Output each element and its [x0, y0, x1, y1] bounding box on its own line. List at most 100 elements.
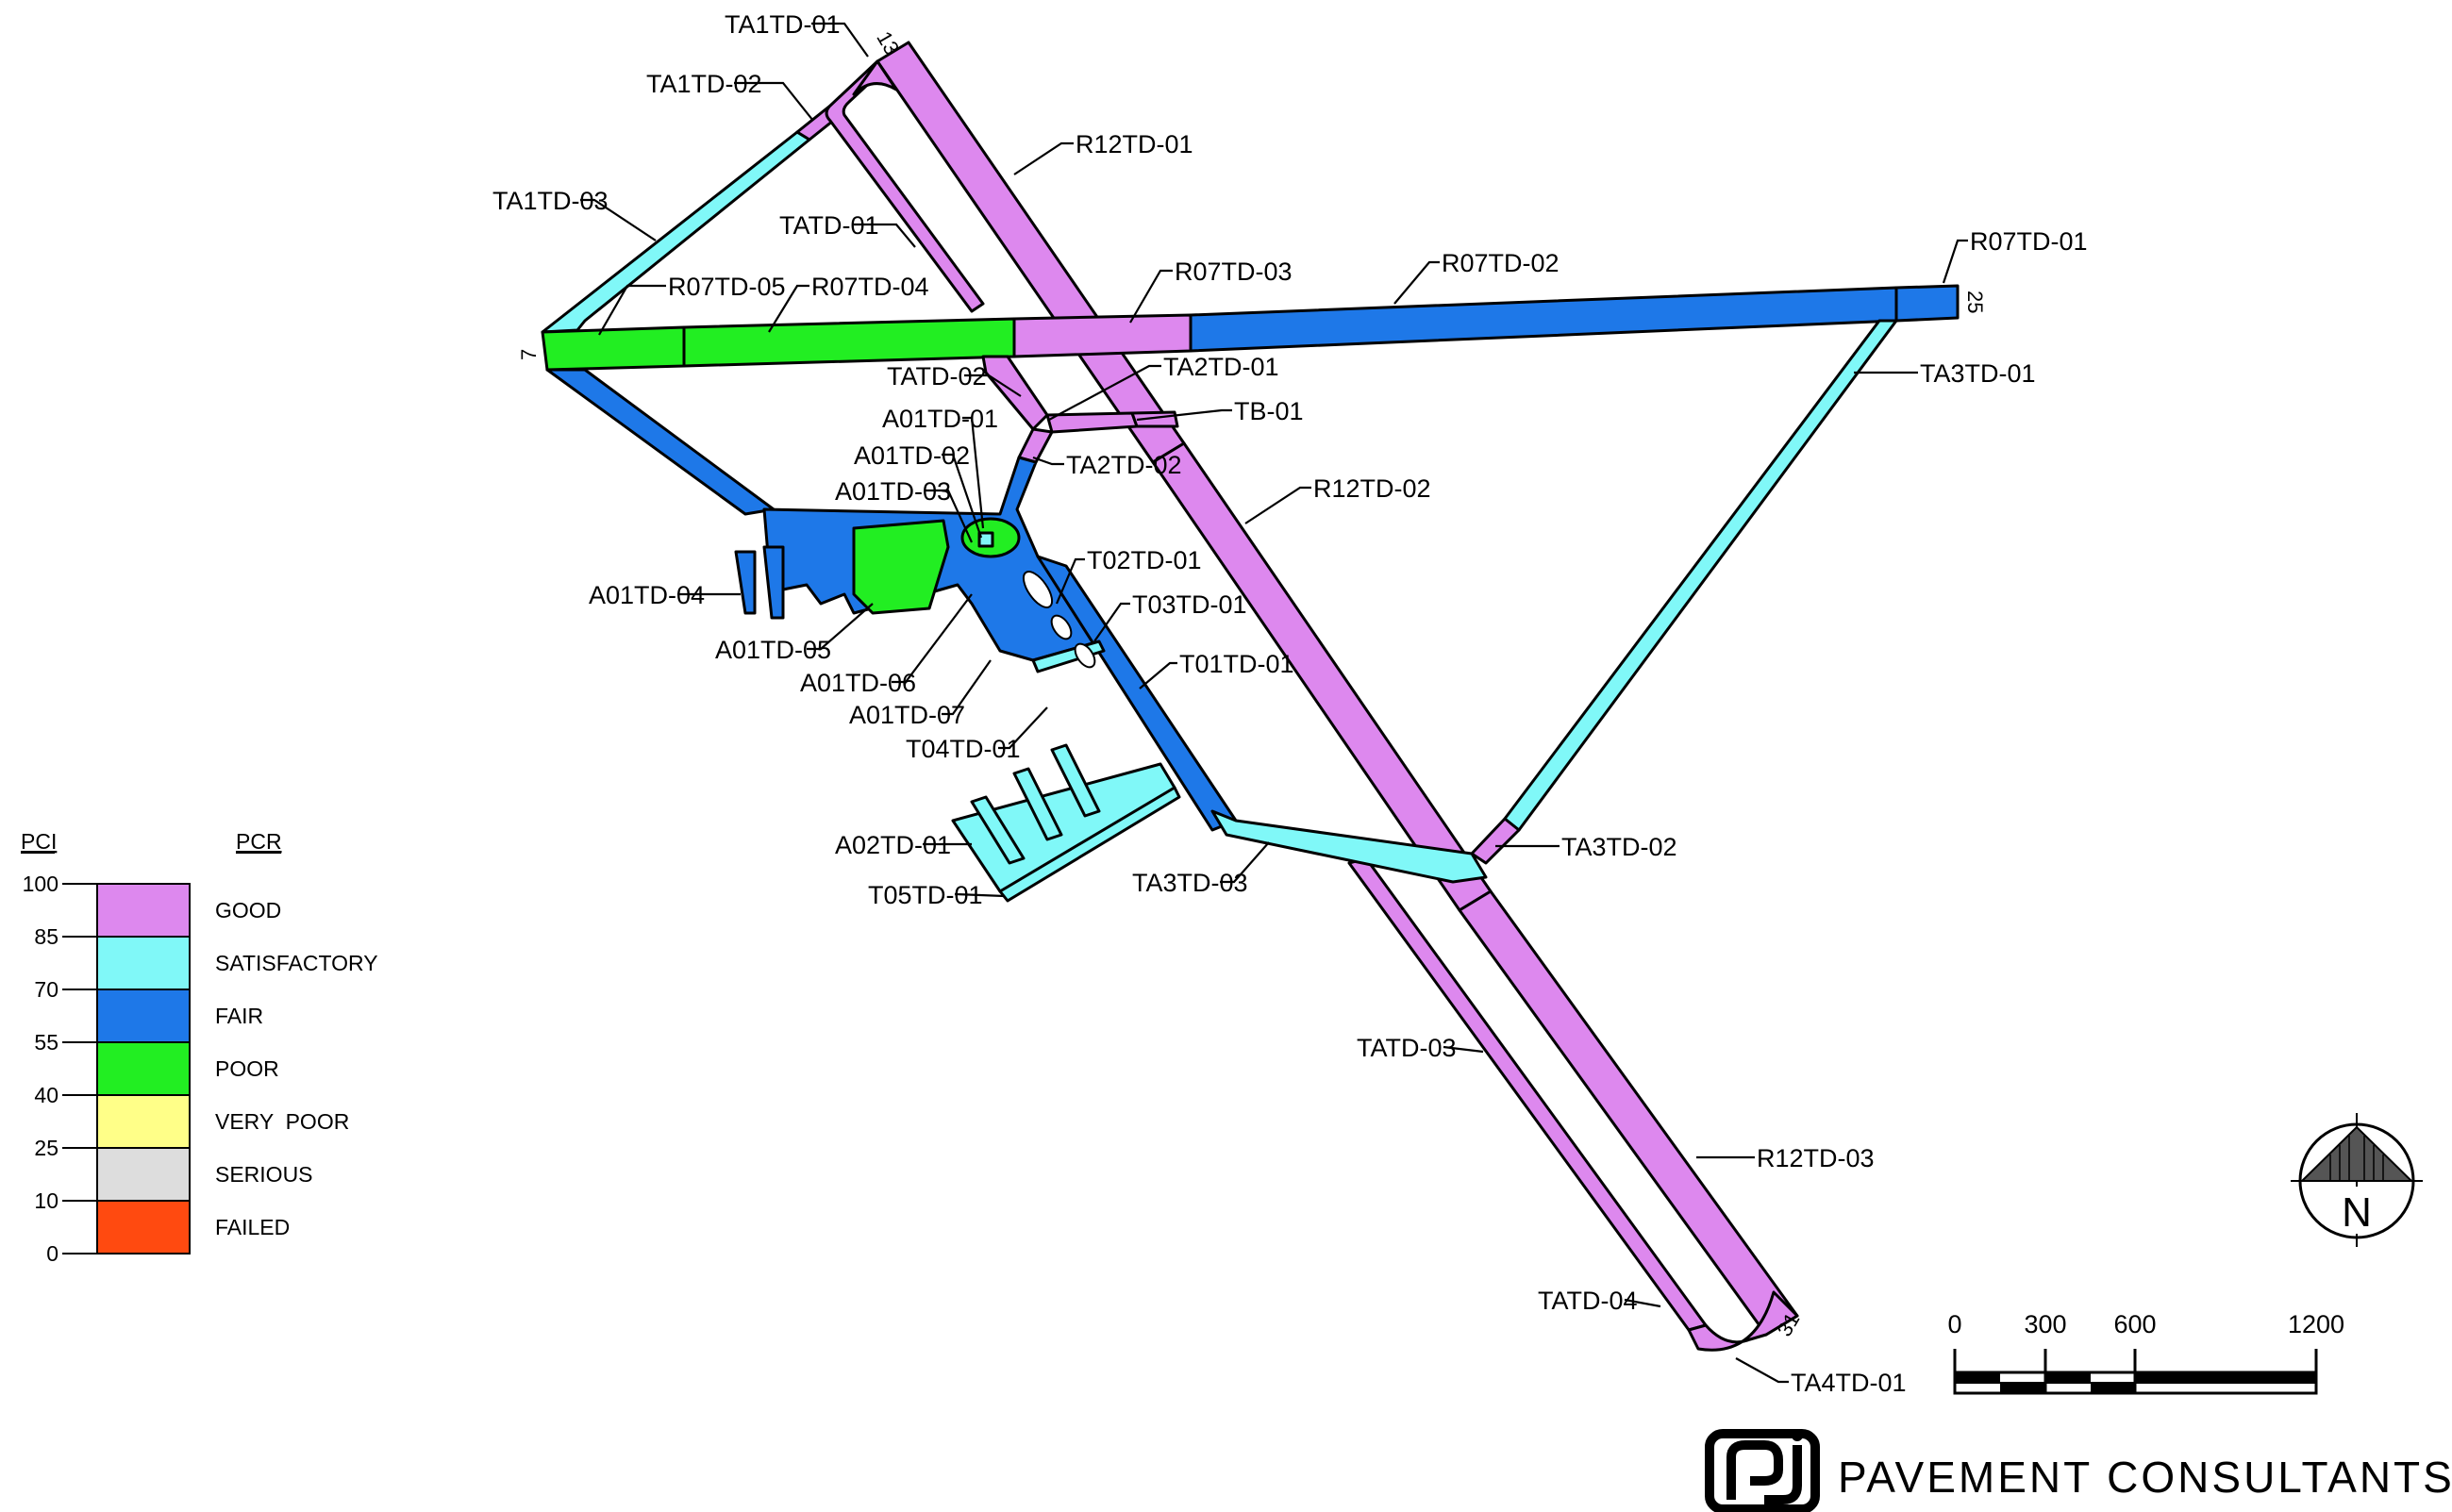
section-r07td-04: [682, 317, 1016, 368]
leader-r07td-04: [768, 284, 809, 333]
legend-tick-100: 100: [23, 872, 58, 896]
leader-ta4td-01: [1735, 1357, 1789, 1384]
leader-ta3td-03: [1220, 841, 1270, 884]
runway-number-25: 25: [1963, 291, 1987, 313]
legend-tick-10: 10: [34, 1188, 58, 1213]
section-r07td-05: [541, 325, 686, 372]
scale-bar: 0 300 600 1200: [1947, 1310, 2344, 1395]
legend-tick-0: 0: [46, 1241, 58, 1266]
legend-rows: 1008570554025100GOODSATISFACTORYFAIRPOOR…: [23, 872, 378, 1266]
section-ta3td-03: [1210, 809, 1488, 884]
section-ta3td-01: [1503, 319, 1898, 832]
legend-tick-70: 70: [34, 977, 58, 1002]
label-ta3td-02: TA3TD-02: [1561, 833, 1677, 861]
leader-a01td-07: [942, 659, 992, 716]
leader-t02td-01: [1055, 557, 1085, 605]
pavement-network: [541, 41, 1960, 1352]
leader-t04td-01: [998, 706, 1048, 750]
leader-r07td-01: [1942, 239, 1968, 284]
leader-r12td-02: [1244, 486, 1311, 524]
label-r12td-02: R12TD-02: [1313, 474, 1431, 503]
section-a02-finger-2: [1012, 767, 1063, 841]
leader-tatd-04: [1624, 1298, 1661, 1308]
leader-tatd-02: [964, 374, 1022, 397]
leader-tatd-01: [854, 223, 916, 248]
leader-r07td-03: [1129, 269, 1173, 324]
label-t03td-01: T03TD-01: [1132, 590, 1247, 619]
leader-ta2td-02: [1032, 456, 1064, 466]
section-ta1td-03: [541, 130, 811, 334]
scale-tick-1200: 1200: [2288, 1310, 2344, 1338]
leader-ta1td-01: [811, 22, 869, 58]
label-r12td-01: R12TD-01: [1076, 130, 1193, 158]
apron-island-3: [1074, 642, 1096, 669]
apron-island-2: [1050, 614, 1073, 640]
section-ta2td-01: [1045, 411, 1139, 434]
label-t02td-01: T02TD-01: [1087, 546, 1202, 574]
leader-r07td-05: [598, 284, 666, 336]
label-r07td-02: R07TD-02: [1442, 249, 1560, 277]
pci-legend: PCI PCR 1008570554025100GOODSATISFACTORY…: [21, 829, 378, 1266]
leader-ta1td-03: [580, 198, 657, 241]
scale-tick-300: 300: [2024, 1310, 2066, 1338]
leader-ta2td-01: [1048, 364, 1161, 421]
section-ta1td-01: [852, 59, 898, 96]
section-a01td-04: [734, 550, 757, 615]
label-t01td-01: T01TD-01: [1179, 650, 1294, 678]
leader-a01td-05: [807, 603, 874, 651]
section-a01td-05: [852, 519, 950, 615]
leader-r12td-01: [1013, 141, 1074, 175]
section-a01td-04b: [762, 545, 785, 620]
leader-r07td-02: [1393, 260, 1440, 305]
section-r12td-03: [1458, 889, 1799, 1337]
section-a02-finger-3: [1050, 743, 1101, 818]
apron-island-1: [1022, 571, 1054, 608]
north-arrow: N: [2291, 1113, 2423, 1247]
legend-label-good: GOOD: [215, 898, 281, 922]
leader-a01td-01: [962, 416, 985, 529]
section-tatd-03: [1347, 856, 1708, 1332]
section-tatd-01: [825, 59, 985, 313]
legend-swatch-failed: [96, 1200, 191, 1254]
legend-tick-25: 25: [34, 1136, 58, 1160]
legend-pcr-header: PCR: [236, 829, 282, 854]
leader-a01td-03: [925, 489, 974, 543]
leader-a01td-06: [892, 593, 973, 684]
section-labels: TA1TD-01 TA1TD-02 TA1TD-03 R12TD-01 TATD…: [492, 10, 2088, 1397]
legend-swatch-very-poor: [96, 1094, 191, 1149]
label-tatd-04: TATD-04: [1538, 1287, 1638, 1315]
brand-block: PAVEMENT CONSULTANTS INC.: [1705, 1429, 2452, 1512]
section-a01td-02: [977, 531, 994, 548]
section-r07td-03: [1012, 313, 1193, 358]
legend-label-failed: FAILED: [215, 1215, 290, 1239]
label-r07td-05: R07TD-05: [668, 273, 786, 301]
brand-name: PAVEMENT CONSULTANTS INC.: [1838, 1453, 2452, 1502]
legend-label-satisfactory: SATISFACTORY: [215, 951, 378, 975]
section-r07td-02: [1189, 286, 1898, 353]
scale-tick-600: 600: [2113, 1310, 2156, 1338]
leader-t03td-01: [1093, 602, 1130, 642]
leader-t05td-01: [954, 892, 1006, 898]
label-r07td-01: R07TD-01: [1970, 227, 2088, 256]
legend-tick-85: 85: [34, 924, 58, 949]
label-ta2td-02: TA2TD-02: [1066, 451, 1182, 479]
legend-swatch-poor: [96, 1041, 191, 1096]
north-arrow-circle: [2298, 1122, 2415, 1239]
label-ta3td-01: TA3TD-01: [1920, 359, 2036, 388]
legend-swatch-satisfactory: [96, 936, 191, 990]
label-r07td-04: R07TD-04: [811, 273, 929, 301]
leader-tatd-03: [1443, 1045, 1484, 1054]
north-arrow-letter: N: [2342, 1189, 2372, 1236]
leader-a01td-02: [942, 453, 983, 539]
brand-logo: [1705, 1429, 1820, 1512]
label-r12td-03: R12TD-03: [1757, 1144, 1875, 1172]
section-t05td-01: [998, 786, 1181, 903]
legend-label-poor: POOR: [215, 1056, 279, 1081]
label-tb-01: TB-01: [1234, 397, 1304, 425]
label-a01td-01: A01TD-01: [882, 405, 998, 433]
legend-label-very-poor: VERY POOR: [215, 1109, 349, 1134]
section-fair-taxiway-west: [545, 368, 776, 516]
section-a02-finger-1: [970, 795, 1026, 865]
north-arrow-head: [2299, 1125, 2414, 1182]
